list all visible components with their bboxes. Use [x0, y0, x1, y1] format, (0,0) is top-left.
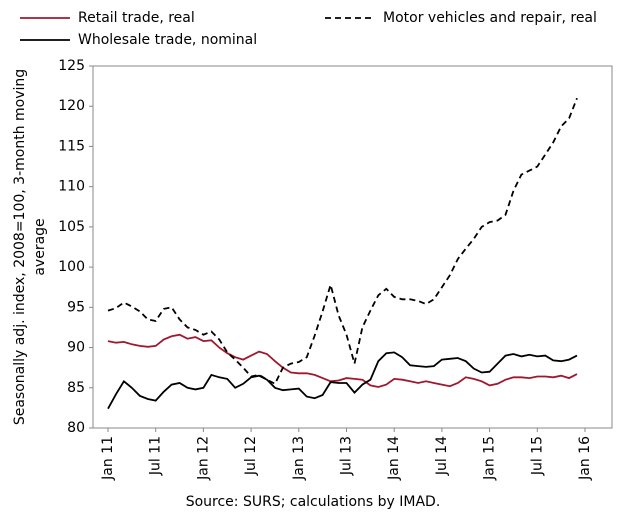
series-line: [107, 351, 578, 410]
x-tick-label: Jan 13: [291, 436, 307, 481]
y-tick-label: 90: [67, 340, 85, 356]
plot-frame: [92, 65, 613, 429]
y-tick-label: 85: [67, 380, 85, 396]
y-tick-label: 95: [67, 299, 85, 315]
x-tick-label: Jul 13: [339, 436, 355, 476]
series-line: [107, 333, 578, 388]
source-note: Source: SURS; calculations by IMAD.: [186, 494, 441, 510]
x-tick-label: Jan 11: [100, 436, 116, 481]
series-line: [107, 97, 578, 386]
x-tick-label: Jul 12: [243, 436, 259, 476]
y-axis-label: average: [32, 218, 48, 275]
x-tick-label: Jan 16: [577, 436, 593, 481]
y-axis-label: Seasonally adj. index, 2008=100, 3-month…: [12, 69, 28, 425]
x-tick-label: Jul 11: [148, 436, 164, 476]
legend-label: Motor vehicles and repair, real: [383, 10, 597, 26]
y-tick-label: 120: [58, 98, 85, 114]
x-tick-label: Jan 15: [482, 436, 498, 481]
x-tick-label: Jul 14: [434, 436, 450, 476]
y-tick-label: 100: [58, 259, 85, 275]
x-tick-label: Jul 15: [529, 436, 545, 476]
y-tick-label: 80: [67, 420, 85, 436]
legend-label: Retail trade, real: [78, 10, 195, 26]
y-tick-label: 105: [58, 219, 85, 235]
x-tick-label: Jan 12: [195, 436, 211, 481]
y-tick-label: 110: [58, 179, 85, 195]
legend-label: Wholesale trade, nominal: [78, 32, 257, 48]
y-tick-label: 115: [58, 138, 85, 154]
x-tick-label: Jan 14: [386, 436, 402, 481]
y-tick-label: 125: [58, 58, 85, 74]
